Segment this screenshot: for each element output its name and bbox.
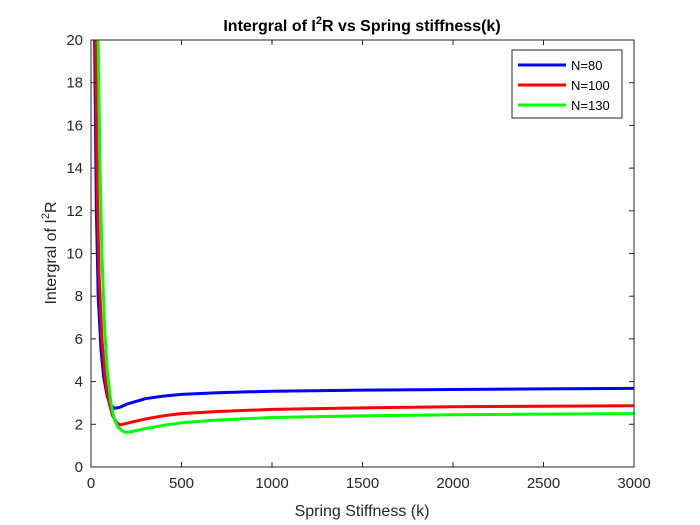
- y-tick-label: 4: [75, 374, 83, 391]
- x-tick-label: 0: [87, 475, 95, 492]
- y-tick-label: 12: [66, 203, 83, 220]
- y-tick-label: 10: [66, 246, 83, 263]
- legend: N=80 N=100 N=130: [511, 49, 623, 119]
- x-tick-label: 3000: [617, 475, 650, 492]
- x-axis: 0 500 1000 1500 2000 2500 3000: [87, 40, 651, 492]
- x-axis-label: Spring Stiffness (k): [295, 503, 430, 520]
- x-tick-label: 1000: [255, 475, 288, 492]
- series-layer: [93, 40, 634, 434]
- x-tick-label: 1500: [346, 475, 379, 492]
- y-tick-label: 14: [66, 160, 83, 177]
- x-tick-label: 2000: [436, 475, 469, 492]
- y-tick-label: 20: [66, 32, 83, 49]
- y-tick-label: 2: [75, 416, 83, 433]
- chart-title: Intergral of I2R vs Spring stiffness(k): [223, 15, 500, 35]
- y-tick-label: 16: [66, 117, 83, 134]
- legend-label-n-100: N=100: [571, 78, 610, 93]
- y-tick-label: 6: [75, 331, 83, 348]
- series-line-n-130: [96, 40, 634, 434]
- series-line-n-80: [93, 40, 634, 410]
- y-axis: 0 2 4 6 8 10 12 14 16 18 20: [66, 32, 634, 476]
- y-tick-label: 18: [66, 75, 83, 92]
- legend-label-n-130: N=130: [571, 98, 610, 113]
- x-tick-label: 2500: [527, 475, 560, 492]
- legend-label-n-80: N=80: [571, 58, 602, 73]
- y-tick-label: 8: [75, 288, 83, 305]
- series-line-n-100: [94, 40, 634, 427]
- x-tick-label: 500: [169, 475, 194, 492]
- y-axis-label: Intergral of I2R: [40, 201, 60, 304]
- y-tick-label: 0: [75, 459, 83, 476]
